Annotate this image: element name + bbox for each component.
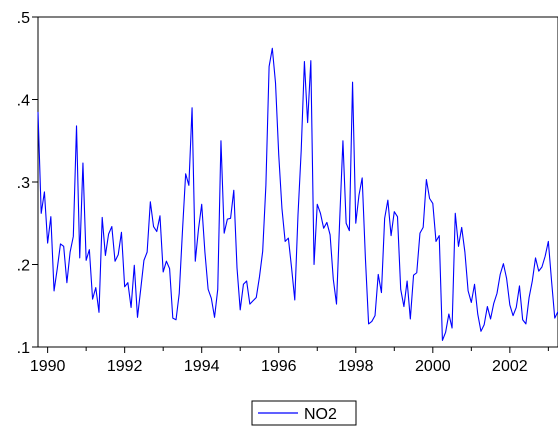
y-tick-label: .4 [17,93,30,110]
y-axis: .1 .2 .3 .4 .5 [17,10,38,357]
x-tick-label: 1996 [261,358,297,375]
y-tick-label: .5 [17,10,30,27]
x-tick-label: 1990 [30,358,66,375]
x-tick-label: 2000 [415,358,451,375]
x-tick-label: 1994 [184,358,220,375]
x-tick-label: 1992 [107,358,143,375]
plot-frame [37,16,558,348]
y-tick-label: .1 [17,340,30,357]
y-tick-label: .3 [17,175,30,192]
series-line-no2 [37,47,558,341]
x-axis: 1990 1992 1994 1996 1998 2000 2002 [30,347,549,375]
legend: NO2 [251,400,357,426]
y-tick-label: .2 [17,258,30,275]
x-tick-label: 1998 [338,358,374,375]
x-tick-label: 2002 [492,358,528,375]
legend-label-no2: NO2 [304,406,337,423]
